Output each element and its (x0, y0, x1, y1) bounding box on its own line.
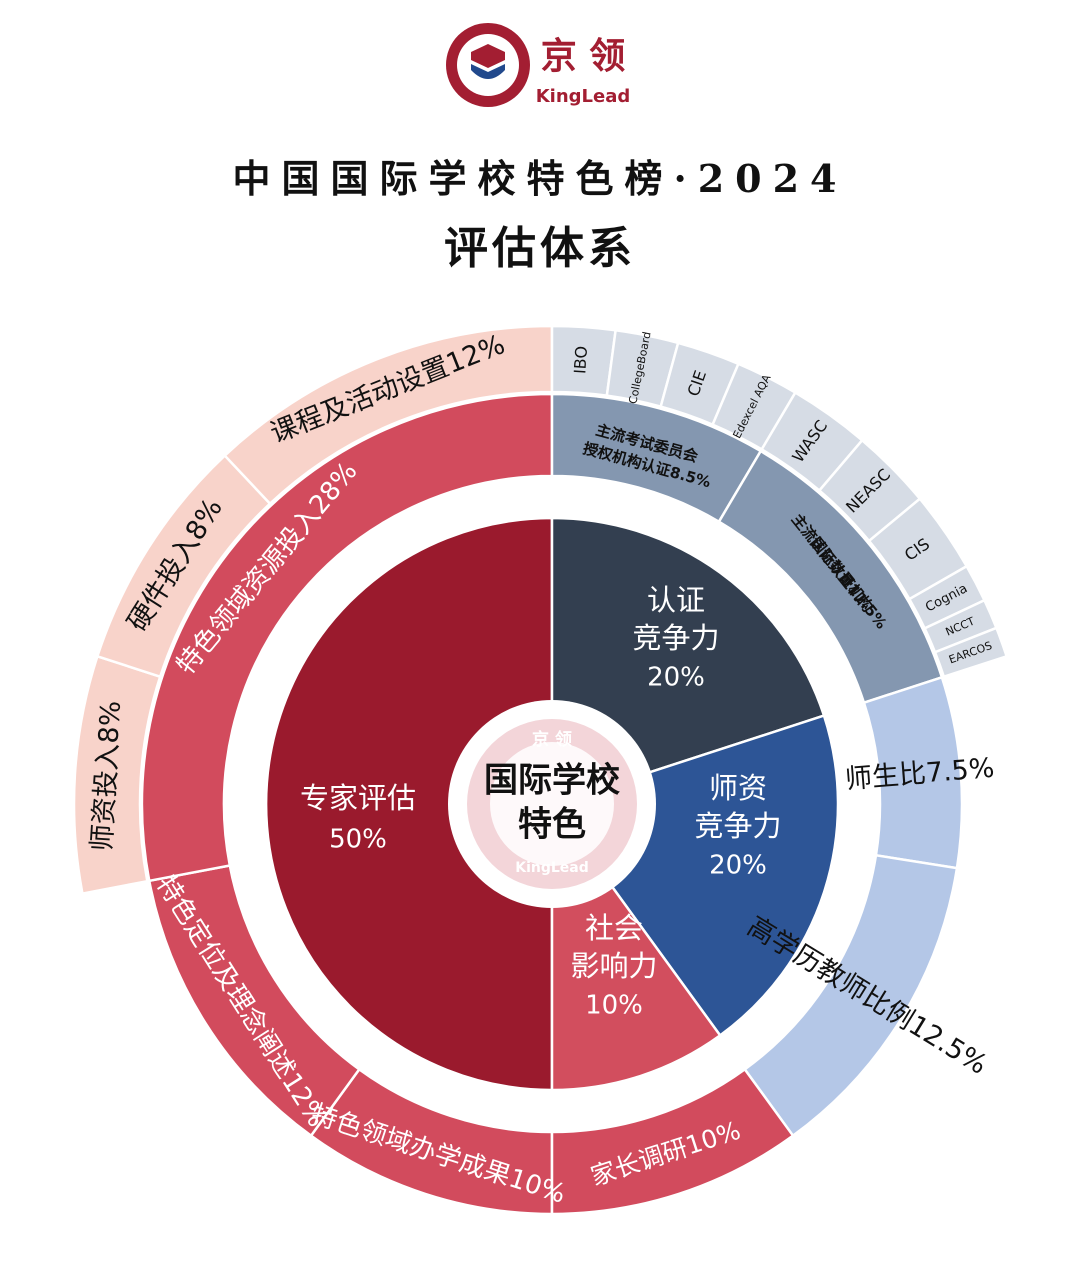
middle-teacher-label-1: 师生比7.5% (844, 753, 996, 796)
middle-social-slice-1 (550, 1067, 795, 1216)
outer-exam-board-label-ibo: IBO (570, 345, 591, 374)
inner-label-3-name-2: 竞争力 (694, 809, 781, 843)
logo-shield-bottom (471, 64, 505, 79)
inner-label-3-name-1: 师资 (709, 771, 767, 805)
logo-cn-text: 京 领 (541, 35, 626, 77)
center-seal-cn: 京 领 (532, 729, 572, 750)
inner-slice-1 (264, 516, 554, 1092)
inner-label-1-value: 50% (329, 825, 387, 855)
center-seal-en: KingLead (515, 860, 589, 876)
inner-label-1-name-1: 专家评估 (300, 781, 416, 815)
inner-label-2-value: 20% (647, 663, 705, 693)
inner-label-2-name-1: 认证 (647, 583, 705, 617)
inner-label-4-value: 10% (585, 991, 643, 1021)
inner-label-4-name-2: 影响力 (570, 949, 657, 983)
center-seal-inner (490, 742, 614, 866)
inner-label-2-name-2: 竞争力 (632, 621, 719, 655)
logo-en-text: KingLead (536, 86, 631, 107)
chart-subtitle: 评估体系 (444, 223, 636, 274)
inner-label-4-name-1: 社会 (585, 911, 643, 945)
kinglead-logo: 京 领 KingLead (446, 23, 631, 107)
logo-shield-top (471, 44, 505, 68)
inner-label-3-value: 20% (709, 851, 767, 881)
center-label-line-2: 特色 (518, 805, 586, 845)
chart-title: 中国国际学校特色榜·2024 (232, 156, 848, 201)
outer-accreditor-slice-earcos (933, 626, 1009, 679)
center-label-line-1: 国际学校 (484, 761, 620, 801)
